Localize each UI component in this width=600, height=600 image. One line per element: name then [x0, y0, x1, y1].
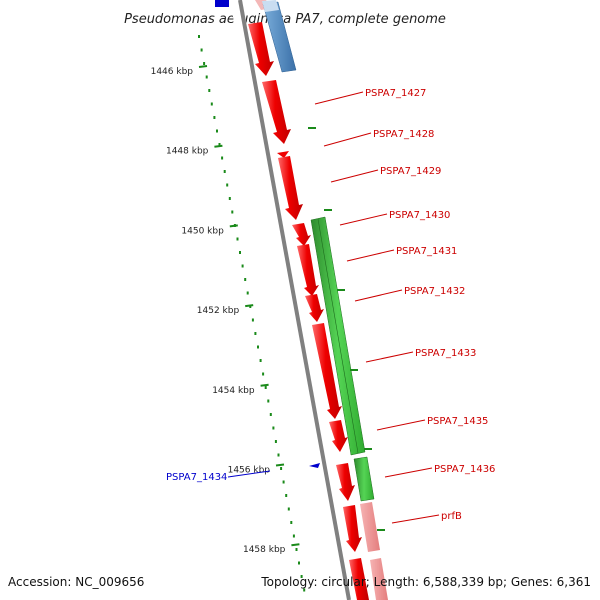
- gene-arrow[interactable]: [278, 156, 303, 220]
- scale-tick-label: 1458 kbp: [243, 545, 286, 555]
- scale-tick-label: 1450 kbp: [181, 226, 224, 236]
- blue-gene-cap: [262, 0, 279, 12]
- gene-arrow[interactable]: [336, 463, 355, 501]
- svg-text:PSPA7_1432: PSPA7_1432: [404, 286, 465, 297]
- scale-tick-label: 1448 kbp: [166, 147, 209, 157]
- scale-tick-label: 1452 kbp: [197, 306, 240, 316]
- scale-tick-label: 1446 kbp: [151, 67, 194, 77]
- gene-arrow[interactable]: [312, 323, 342, 419]
- scale-tick-mark: [214, 144, 223, 148]
- gene-arrow[interactable]: [277, 151, 289, 158]
- sequence-guide-dots: [198, 35, 306, 592]
- svg-text:PSPA7_1434: PSPA7_1434: [166, 472, 227, 483]
- gene-arrow[interactable]: [343, 505, 362, 552]
- svg-text:PSPA7_1435: PSPA7_1435: [427, 416, 488, 427]
- svg-text:PSPA7_1431: PSPA7_1431: [396, 246, 457, 257]
- svg-text:PSPA7_1429: PSPA7_1429: [380, 166, 441, 177]
- svg-text:PSPA7_1430: PSPA7_1430: [389, 210, 450, 221]
- gene-label-pspa7-1435[interactable]: PSPA7_1435: [376, 416, 488, 431]
- gene-arrow[interactable]: [262, 80, 291, 144]
- forward-strand-genes: [248, 22, 369, 600]
- green-gene-short[interactable]: [353, 456, 375, 502]
- svg-text:PSPA7_1433: PSPA7_1433: [415, 348, 476, 359]
- gene-arrow[interactable]: [329, 420, 348, 452]
- pale-gene-prfb[interactable]: [360, 502, 380, 552]
- gene-label-pspa7-1430[interactable]: PSPA7_1430: [339, 210, 450, 226]
- gene-label-prfb[interactable]: prfB: [391, 511, 462, 524]
- gene-marker-pspa7-1434[interactable]: [309, 463, 320, 468]
- gene-arrow[interactable]: [292, 223, 311, 246]
- right-tick-dashes: [308, 127, 385, 531]
- svg-text:PSPA7_1436: PSPA7_1436: [434, 464, 495, 475]
- top-gene-fragment[interactable]: [215, 0, 229, 7]
- svg-text:PSPA7_1427: PSPA7_1427: [365, 88, 426, 99]
- svg-text:prfB: prfB: [441, 511, 462, 522]
- gene-label-pspa7-1432[interactable]: PSPA7_1432: [354, 286, 465, 302]
- accession-text: Accession: NC_009656: [8, 575, 144, 589]
- backbone: [230, 0, 351, 600]
- scale-tick-mark: [229, 224, 238, 228]
- gene-arrow[interactable]: [349, 558, 369, 600]
- gene-label-pspa7-1433[interactable]: PSPA7_1433: [365, 348, 476, 363]
- svg-text:PSPA7_1428: PSPA7_1428: [373, 129, 434, 140]
- gene-arrow[interactable]: [297, 244, 319, 296]
- gene-label-pspa7-1429[interactable]: PSPA7_1429: [330, 166, 441, 183]
- scale-tick-label: 1454 kbp: [212, 386, 255, 396]
- scale-ticks: 1446 kbp 1448 kbp 1450 kbp 1452 kbp 1454 kbp…: [151, 65, 300, 555]
- map-title: Pseudomonas aeruginosa PA7, complete gen…: [124, 12, 446, 27]
- gene-labels: PSPA7_1427 PSPA7_1428 PSPA7_1429 PSPA7_1430…: [166, 88, 495, 524]
- gene-label-pspa7-1427[interactable]: PSPA7_1427: [314, 88, 426, 105]
- gene-label-pspa7-1431[interactable]: PSPA7_1431: [346, 246, 457, 262]
- summary-text: Topology: circular; Length: 6,588,339 bp…: [260, 575, 591, 589]
- scale-tick-mark: [198, 65, 208, 68]
- scale-tick-mark: [245, 304, 254, 308]
- gene-label-pspa7-1428[interactable]: PSPA7_1428: [323, 129, 434, 147]
- scale-tick-mark: [275, 463, 285, 467]
- gene-label-pspa7-1436[interactable]: PSPA7_1436: [384, 464, 495, 478]
- pale-gene-bottom[interactable]: [370, 558, 388, 600]
- reverse-strand-genes: [310, 216, 375, 502]
- gene-arrow[interactable]: [305, 294, 324, 322]
- gene-label-pspa7-1434[interactable]: PSPA7_1434: [166, 470, 271, 483]
- scale-tick-mark: [260, 383, 269, 387]
- scale-tick-mark: [291, 543, 300, 547]
- scale-tick-label: 1456 kbp: [228, 466, 271, 476]
- gene-arrow[interactable]: [248, 22, 274, 76]
